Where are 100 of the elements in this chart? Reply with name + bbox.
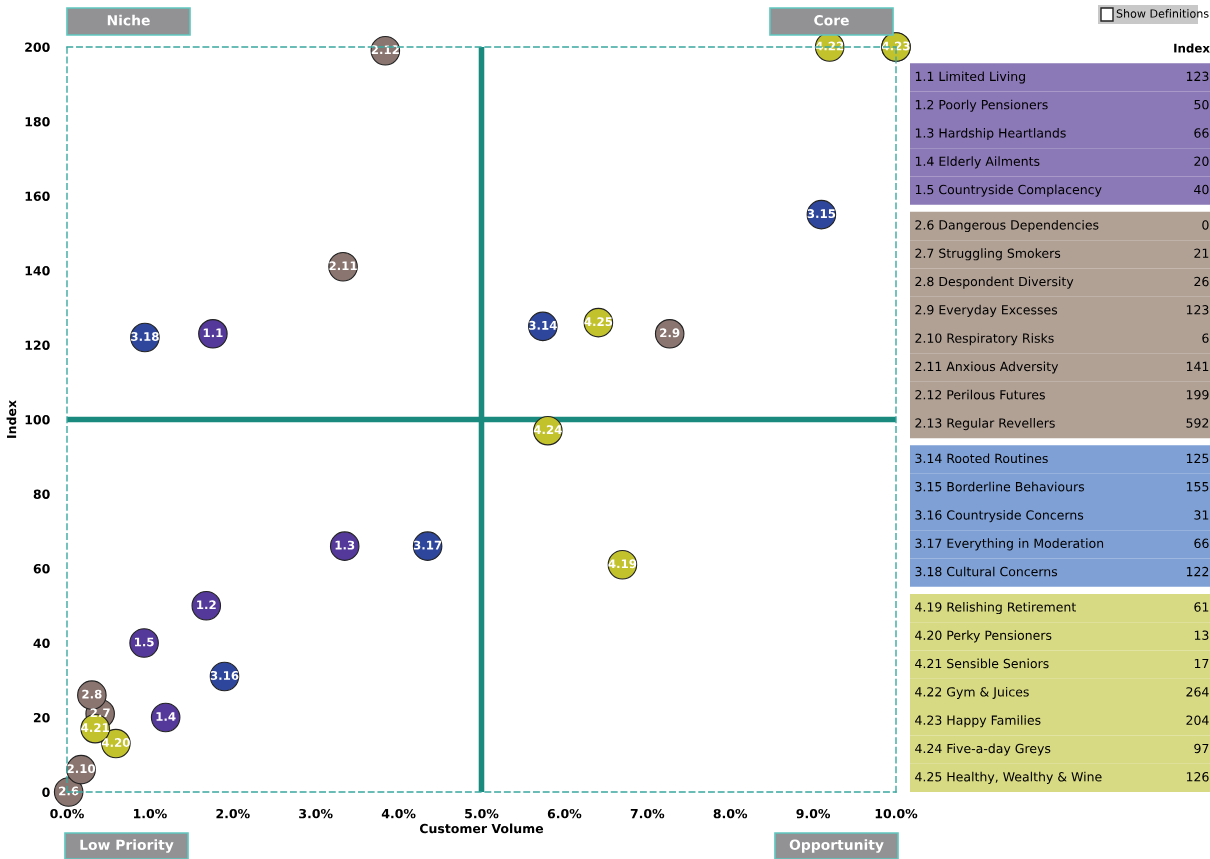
y-tick-label: 120 (25, 340, 50, 350)
y-tick-label: 140 (25, 265, 50, 276)
annotation: 2.10 (67, 764, 96, 774)
category-label: 3.15 Borderline Behaviours (915, 481, 1085, 492)
x-tick-label: 6.0% (547, 808, 582, 819)
annotation: 1.4 (156, 712, 176, 721)
annotation: 2.11 (329, 261, 357, 271)
data-label: 21 (1194, 248, 1209, 258)
data-label: 61 (1194, 602, 1209, 612)
y-tick-label: 100 (25, 414, 50, 425)
annotation: 1.2 (197, 600, 216, 610)
data-label: 0 (1202, 220, 1209, 230)
annotation: 2.7 (90, 708, 110, 718)
y-tick-label: 20 (33, 712, 50, 723)
category-label: 2.13 Regular Revellers (915, 418, 1055, 431)
annotation: 3.16 (210, 671, 239, 680)
annotation: 2.8 (82, 689, 102, 699)
x-tick-label: 3.0% (299, 808, 333, 819)
annotation: 2.12 (371, 45, 399, 54)
y-tick-label: 0 (42, 787, 50, 797)
category-label: 4.22 Gym & Juices (915, 686, 1029, 699)
x-tick-label: 7.0% (630, 808, 665, 819)
category-label: 4.19 Relishing Retirement (915, 602, 1076, 615)
data-label: 141 (1186, 361, 1209, 371)
annotation: 1.5 (134, 637, 154, 647)
text: Niche (107, 14, 150, 26)
data-label: 26 (1194, 276, 1209, 287)
data-label: 592 (1186, 418, 1209, 428)
category-label: 2.12 Perilous Futures (915, 389, 1045, 400)
text: Show Definitions (1116, 9, 1209, 18)
data-label: 66 (1194, 128, 1209, 138)
data-label: 97 (1194, 743, 1209, 754)
text: Index (1174, 43, 1210, 53)
category-label: 4.20 Perky Pensioners (915, 630, 1052, 643)
x-tick-label: 9.0% (796, 808, 831, 819)
annotation: 1.1 (203, 328, 223, 338)
x-tick-label: 1.0% (133, 808, 167, 819)
text: Opportunity (789, 839, 884, 853)
category-label: 1.4 Elderly Ailments (915, 156, 1040, 169)
data-label: 264 (1186, 687, 1209, 697)
x-tick-label: 8.0% (713, 808, 748, 819)
category-label: 3.17 Everything in Moderation (915, 538, 1104, 551)
category-label: 2.10 Respiratory Risks (915, 333, 1054, 346)
y-tick-label: 40 (33, 638, 50, 648)
category-label: 2.6 Dangerous Dependencies (915, 219, 1099, 233)
annotation: 4.23 (881, 41, 910, 51)
x-tick-label: 2.0% (216, 808, 250, 819)
annotation: 4.21 (81, 723, 109, 732)
data-label: 123 (1186, 71, 1209, 82)
category-label: 2.11 Anxious Adversity (915, 361, 1059, 374)
category-label: 4.21 Sensible Seniors (915, 658, 1049, 669)
annotation: 1.3 (335, 540, 355, 550)
x-tick-label: 4.0% (381, 808, 416, 819)
annotation: 2.6 (59, 786, 79, 796)
data-label: 40 (1194, 184, 1209, 195)
data-label: 31 (1194, 510, 1209, 520)
y-tick-label: 180 (25, 116, 50, 127)
category-label: 1.2 Poorly Pensioners (915, 99, 1048, 112)
category-label: 1.5 Countryside Complacency (915, 184, 1102, 197)
y-axis-title: Index (6, 400, 17, 438)
data-label: 126 (1186, 772, 1209, 782)
data-label: 50 (1194, 99, 1209, 110)
category-label: 1.3 Hardship Heartlands (915, 128, 1066, 141)
data-label: 13 (1194, 630, 1209, 640)
x-tick-label: 10.0% (875, 808, 918, 819)
y-tick-label: 160 (25, 191, 50, 201)
data-label: 17 (1194, 658, 1209, 669)
annotation: 2.9 (660, 328, 680, 338)
annotation: 3.15 (807, 209, 836, 219)
category-label: 2.9 Everyday Excesses (915, 304, 1058, 317)
y-tick-label: 80 (33, 489, 50, 499)
text: Low Priority (80, 839, 174, 853)
category-label: 2.8 Despondent Diversity (915, 276, 1074, 289)
data-label: 66 (1194, 538, 1209, 549)
category-label: 3.16 Countryside Concerns (915, 510, 1084, 523)
data-label: 199 (1186, 389, 1209, 400)
y-tick-label: 60 (33, 563, 50, 574)
category-label: 4.23 Happy Families (915, 715, 1041, 728)
category-label: 3.18 Cultural Concerns (915, 566, 1058, 577)
data-label: 125 (1186, 453, 1209, 464)
x-tick-label: 5.0% (465, 808, 499, 819)
data-label: 123 (1186, 305, 1209, 315)
x-axis-title: Customer Volume (419, 823, 544, 834)
data-label: 204 (1186, 715, 1209, 725)
category-label: 4.25 Healthy, Wealthy & Wine (915, 771, 1102, 784)
data-label: 6 (1202, 333, 1209, 343)
annotation: 3.18 (131, 332, 159, 341)
y-tick-label: 200 (25, 42, 50, 52)
annotation: 3.14 (529, 320, 557, 330)
category-label: 4.24 Five-a-day Greys (915, 743, 1051, 756)
data-label: 155 (1186, 482, 1209, 492)
data-label: 20 (1194, 156, 1209, 166)
annotation: 4.25 (584, 317, 613, 327)
category-label: 1.1 Limited Living (915, 71, 1025, 84)
category-label: 2.7 Struggling Smokers (915, 248, 1061, 261)
text: Core (814, 15, 849, 26)
annotation: 4.20 (101, 738, 130, 747)
x-tick-label: 0.0% (50, 808, 84, 819)
category-label: 3.14 Rooted Routines (915, 453, 1048, 464)
data-label: 122 (1186, 566, 1209, 577)
